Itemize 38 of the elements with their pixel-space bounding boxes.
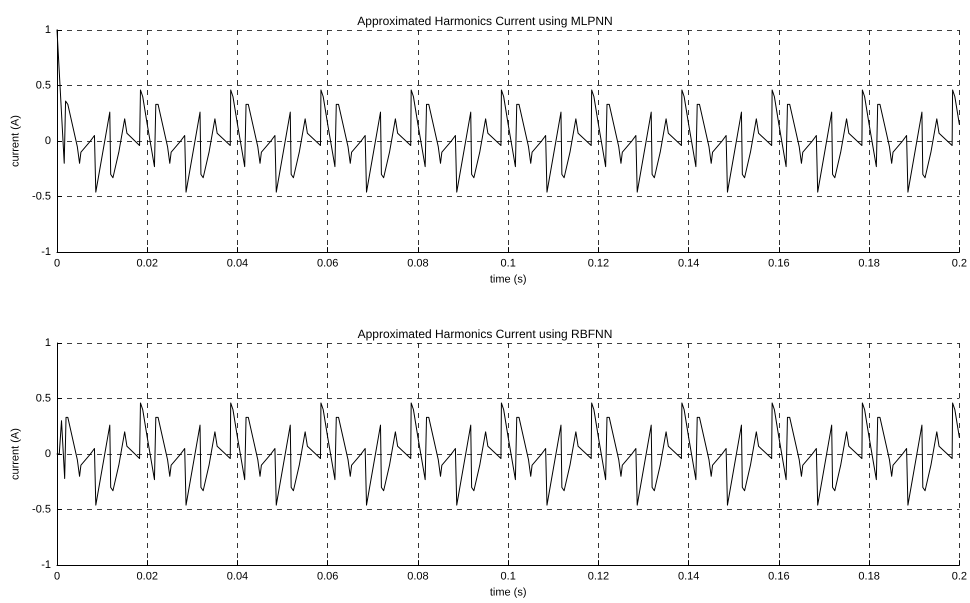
x-tick-label: 0 xyxy=(54,258,60,270)
x-tick-label: 0.12 xyxy=(588,258,610,270)
x-tick-label: 0.06 xyxy=(316,570,338,583)
x-tick-label: 0.02 xyxy=(136,570,158,583)
y-tick-label: 1 xyxy=(44,337,51,349)
x-tick-label: 0.14 xyxy=(678,570,700,583)
y-tick-label: 0.5 xyxy=(36,392,51,405)
x-axis-title: time (s) xyxy=(490,274,527,286)
chart-title: Approximated Harmonics Current using RBFNN xyxy=(358,327,612,341)
x-tick-label: 0.1 xyxy=(500,258,516,270)
y-axis-title: current (A) xyxy=(10,428,22,480)
x-tick-label: 0.18 xyxy=(858,258,880,270)
y-tick-label: 0 xyxy=(44,135,51,148)
x-tick-label: 0.2 xyxy=(952,570,968,583)
x-tick-label: 0.12 xyxy=(588,570,610,583)
y-tick-label: 0 xyxy=(44,448,51,460)
y-tick-label: -1 xyxy=(41,246,51,258)
x-tick-label: 0.16 xyxy=(768,258,790,270)
chart-title: Approximated Harmonics Current using MLPNN xyxy=(357,14,613,28)
y-tick-label: -0.5 xyxy=(32,190,51,203)
x-tick-label: 0.14 xyxy=(678,258,700,270)
x-tick-label: 0.02 xyxy=(136,258,158,270)
y-tick-label: 1 xyxy=(44,24,51,36)
x-axis-title: time (s) xyxy=(490,586,527,598)
x-tick-label: 0.04 xyxy=(226,570,248,583)
x-tick-label: 0 xyxy=(54,570,60,583)
x-tick-label: 0.08 xyxy=(407,570,429,583)
y-tick-label: -1 xyxy=(41,559,51,572)
y-tick-label: 0.5 xyxy=(36,80,51,92)
x-tick-label: 0.04 xyxy=(226,258,248,270)
x-tick-label: 0.1 xyxy=(500,570,516,583)
x-tick-label: 0.18 xyxy=(858,570,880,583)
x-tick-label: 0.16 xyxy=(768,570,790,583)
x-tick-label: 0.08 xyxy=(407,258,429,270)
x-tick-label: 0.2 xyxy=(952,258,968,270)
y-axis-title: current (A) xyxy=(10,115,22,168)
x-tick-label: 0.06 xyxy=(316,258,338,270)
y-tick-label: -0.5 xyxy=(32,504,51,516)
